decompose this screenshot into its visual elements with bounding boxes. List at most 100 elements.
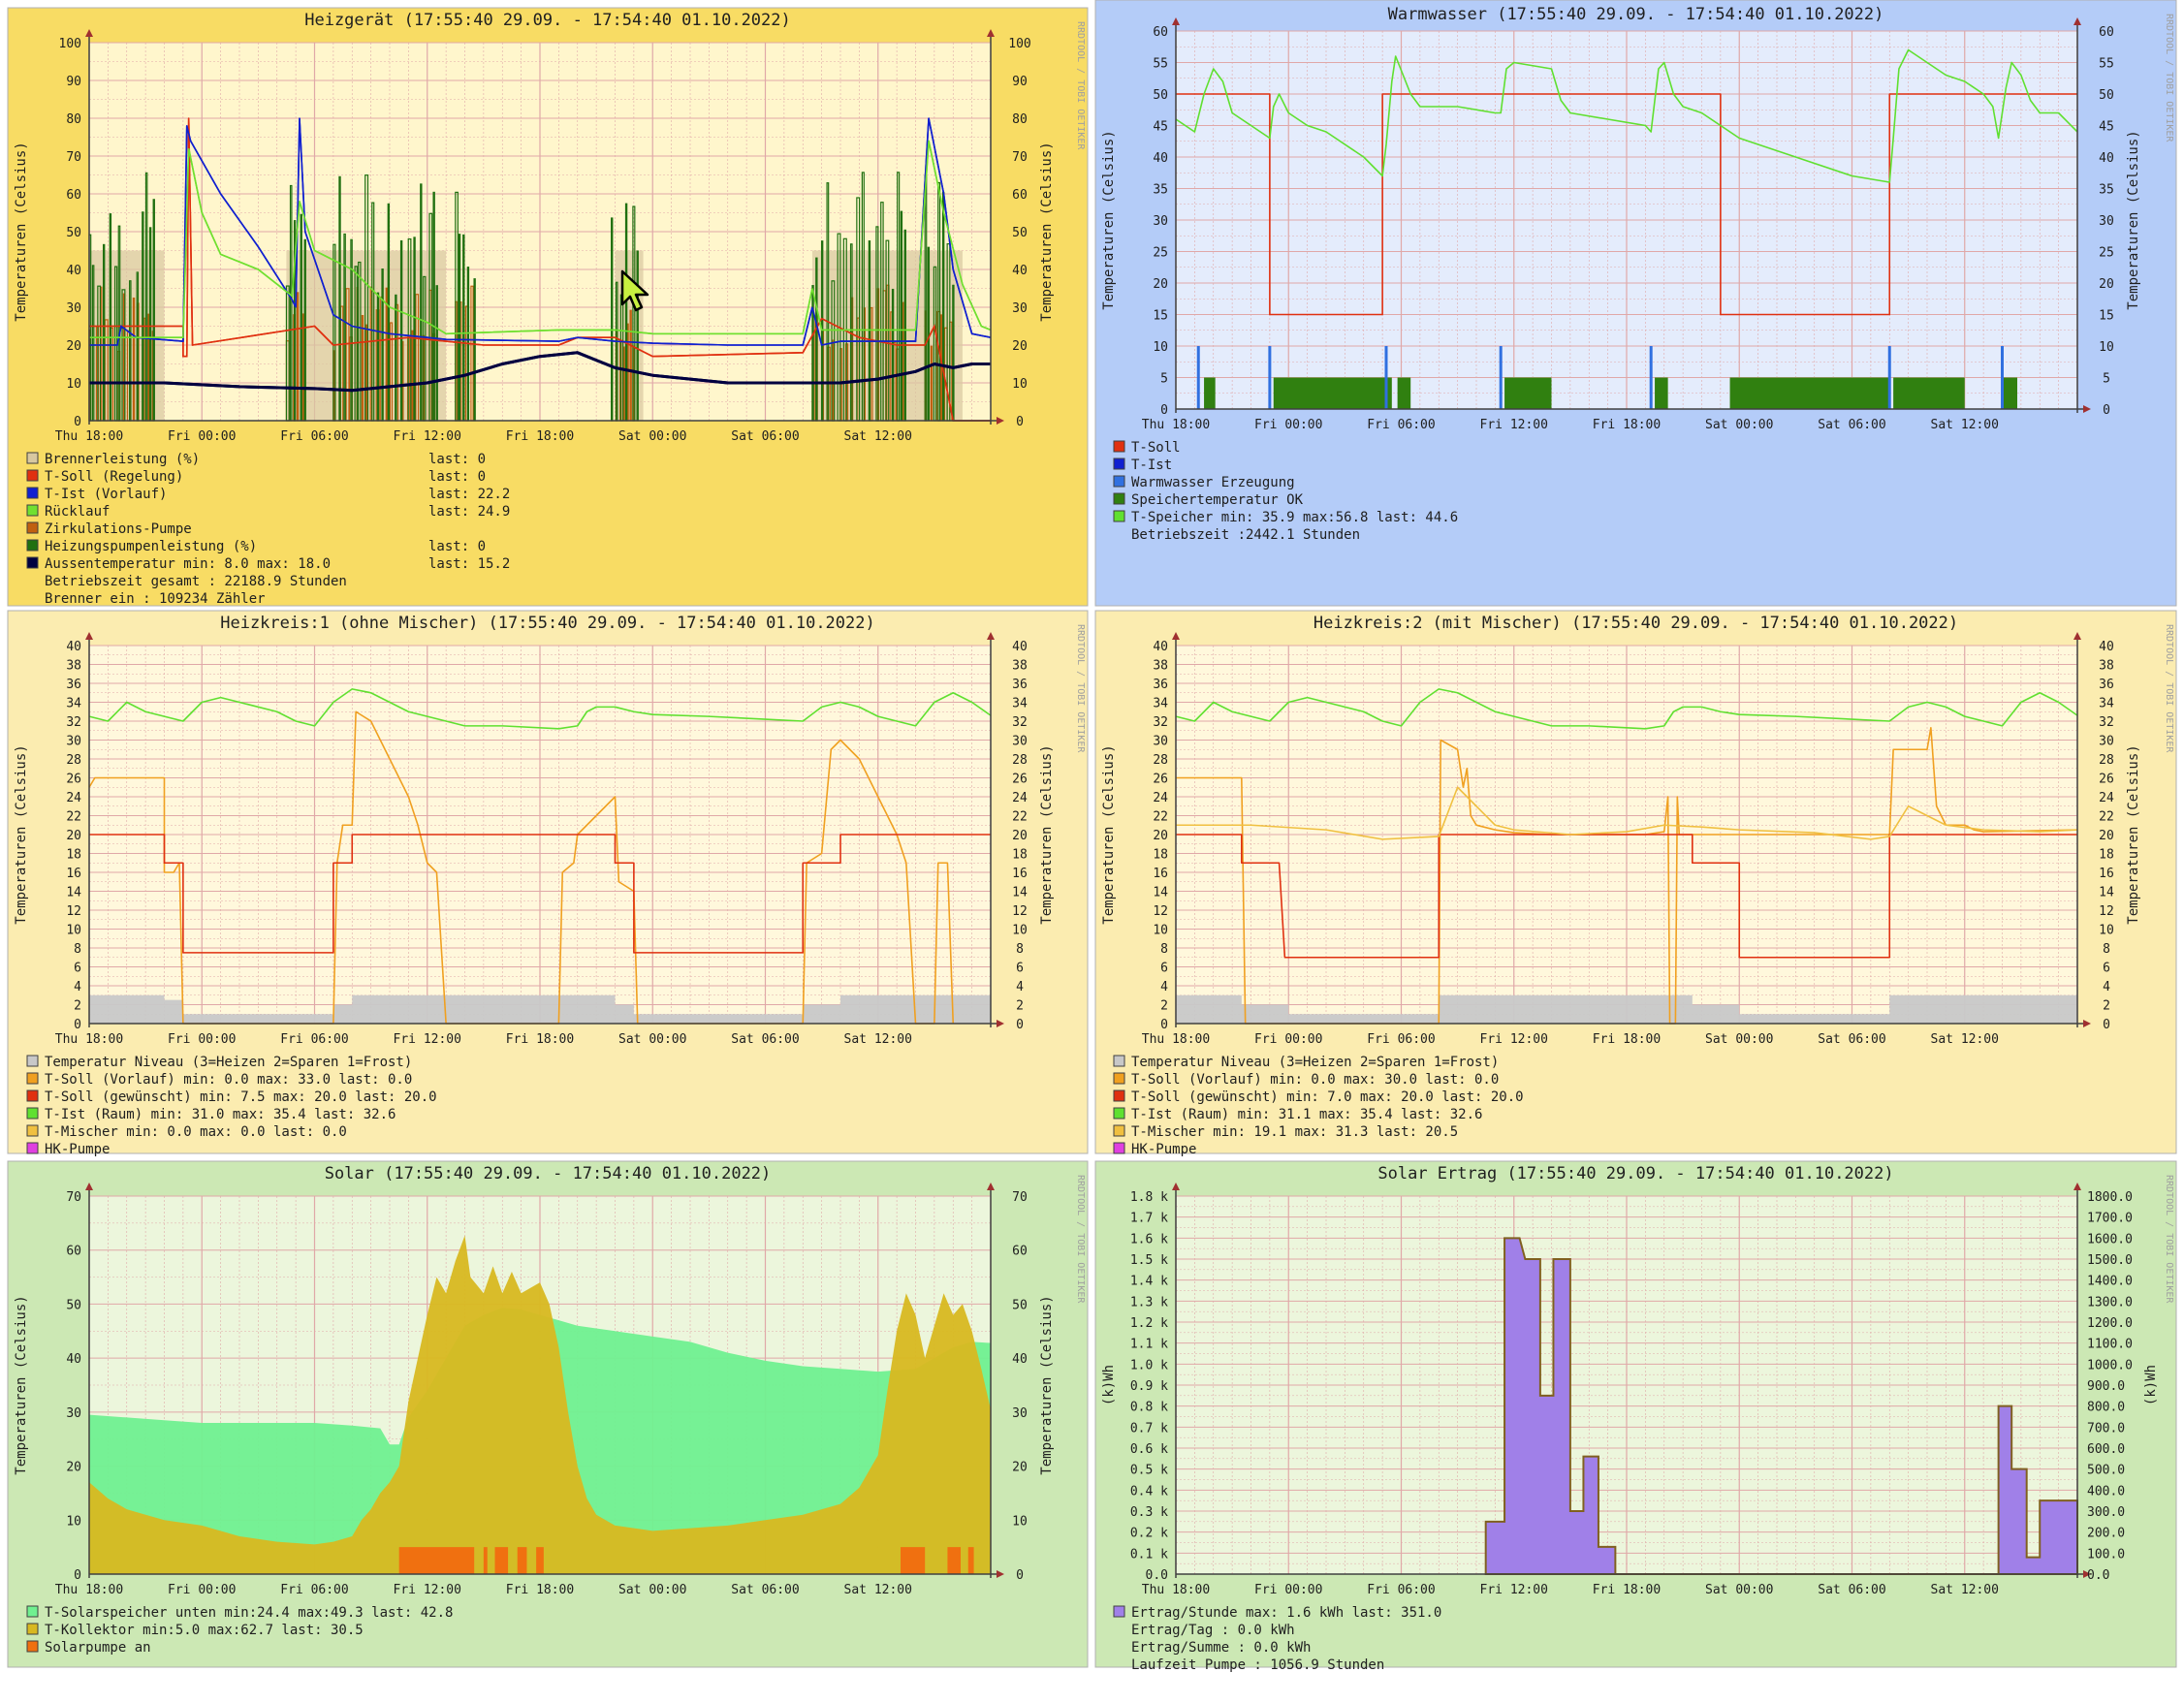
axes: 0.0 0.0 0.1 k 100.0 0.2 k 200.0 0.3 k 300.0 0.4 … [1130,1183,2133,1597]
x-tick-label: Fri 06:00 [280,429,348,444]
legend-info-line: Brenner ein : 109234 Zähler [45,591,266,607]
y-axis-label-left: Temperaturen (Celsius) [1101,744,1117,924]
y-tick-label-left: 60 [66,188,81,203]
y-tick-label-left: 4 [1160,980,1168,994]
x-tick-label: Fri 00:00 [168,1032,236,1047]
series-t-soll-vorlauf [88,710,955,1025]
pump-bar [941,191,945,422]
chart-panel-heizgeraet: 0 0 10 10 20 20 30 30 40 40 50 50 60 60 70 70 80 80 90 90 10… [7,7,1089,607]
x-axis-arrow-icon [2083,405,2091,413]
y-tick-label-right: 900.0 [2087,1379,2125,1394]
pump-bar [338,175,341,422]
pump-bar [411,330,414,422]
y-tick-label-right: 6 [1016,962,1024,976]
legend-swatch [26,1072,39,1085]
y-tick-label-right: 40 [2099,640,2114,654]
series-overlay-line [89,117,991,422]
y-axis-label-right: Temperaturen (Celsius) [1039,1295,1055,1474]
y-tick-label-left: 1.6 k [1130,1232,1168,1246]
y-tick-label-left: 12 [1153,904,1168,919]
y-tick-label-left: 0 [1160,403,1168,418]
series-t-ist-raum [88,688,992,730]
x-tick-label: Sat 12:00 [1931,1032,1999,1047]
x-tick-label: Fri 12:00 [394,1032,461,1047]
y-tick-label-right: 10 [1012,377,1028,392]
legend-swatch [1113,1072,1125,1085]
y-tick-label-left: 30 [1153,214,1168,229]
x-tick-label: Sat 06:00 [731,429,799,444]
legend-swatch [1113,440,1125,453]
x-tick-label: Sat 12:00 [1931,418,1999,432]
y-tick-label-right: 60 [1012,188,1028,203]
y-tick-label-right: 45 [2099,120,2114,135]
x-tick-label: Fri 18:00 [506,429,574,444]
x-tick-label: Thu 18:00 [1142,1583,1210,1597]
series-group [1175,48,2078,409]
y-tick-label-right: 200.0 [2087,1527,2125,1541]
y-tick-label-right: 10 [1012,924,1028,938]
series-warmwasser-erzeugung-spike [1887,346,1891,409]
y-tick-label-right: 1800.0 [2087,1190,2133,1205]
y-tick-label-right: 30 [2099,214,2114,229]
y-tick-label-right: 300.0 [2087,1505,2125,1520]
series-warmwasser-erzeugung-spike [1384,346,1388,409]
y-tick-label-right: 0 [1016,1568,1024,1583]
y-tick-label-right: 30 [1012,735,1028,749]
legend-swatch [26,1605,39,1618]
x-tick-label: Sat 12:00 [844,1583,912,1597]
legend: Ertrag/Stunde max: 1.6 kWh last: 351.0 Er… [1113,1605,1441,1673]
y-axis-arrow-icon [2073,632,2081,640]
y-axis-arrow-icon [987,29,995,37]
legend-label: HK-Pumpe [1131,1142,1196,1157]
pump-bar [420,183,423,422]
x-tick-label: Fri 12:00 [394,429,461,444]
pump-bar [435,285,438,422]
y-tick-label-left: 90 [66,75,81,89]
y-tick-label-left: 20 [1153,277,1168,292]
y-tick-label-right: 0.0 [2087,1568,2109,1583]
legend-swatch [26,539,39,552]
y-tick-label-left: 26 [1153,773,1168,787]
y-tick-label-right: 4 [1016,980,1024,994]
legend: T-Solarspeicher unten min:24.4 max:49.3 … [26,1605,453,1656]
y-tick-label-right: 14 [2099,886,2114,900]
y-tick-label-left: 4 [74,980,81,994]
legend-stat: last: 0 [428,469,486,485]
pump-bar [296,292,300,422]
x-tick-label: Fri 12:00 [394,1583,461,1597]
y-tick-label-right: 20 [2099,277,2114,292]
watermark-text: RRDTOOL / TOBI OETIKER [1075,21,1086,150]
x-tick-label: Fri 18:00 [1593,1583,1661,1597]
y-tick-label-right: 70 [1012,1190,1028,1205]
legend-label: T-Soll (gewünscht) min: 7.5 max: 20.0 la… [45,1089,437,1105]
x-axis-arrow-icon [2083,1570,2091,1578]
y-tick-label-left: 60 [1153,25,1168,40]
y-tick-label-left: 70 [66,1190,81,1205]
y-tick-label-left: 30 [66,1406,81,1421]
y-tick-label-right: 10 [1012,1514,1028,1529]
y-tick-label-left: 55 [1153,57,1168,72]
y-tick-label-left: 35 [1153,183,1168,198]
y-tick-label-left: 0.1 k [1130,1547,1168,1562]
x-tick-label: Thu 18:00 [1142,418,1210,432]
x-tick-label: Fri 00:00 [1254,1032,1322,1047]
y-tick-label-left: 20 [66,339,81,354]
x-axis-arrow-icon [997,417,1004,425]
y-axis-arrow-icon [1172,1183,1180,1190]
y-tick-label-right: 8 [1016,942,1024,957]
y-tick-label-left: 70 [66,150,81,165]
x-tick-label: Fri 12:00 [1480,1583,1548,1597]
series-speichertemperatur-ok-block [1504,377,1552,409]
y-tick-label-right: 16 [1012,867,1028,881]
legend-label: T-Soll (Vorlauf) min: 0.0 max: 30.0 last… [1131,1072,1499,1088]
y-tick-label-right: 20 [1012,1461,1028,1475]
legend-swatch [26,556,39,569]
legend-label: HK-Pumpe [45,1142,110,1157]
legend-stat: last: 22.2 [428,487,510,502]
legend-swatch [1113,1089,1125,1102]
y-axis-arrow-icon [2073,17,2081,25]
y-tick-label-right: 22 [2099,810,2114,825]
y-tick-label-right: 0 [1016,415,1024,429]
